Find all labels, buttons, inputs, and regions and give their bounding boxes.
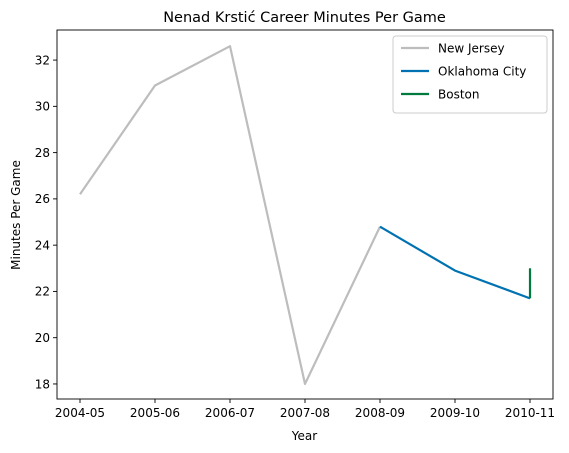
x-tick-label: 2004-05 <box>55 406 105 420</box>
x-tick-label: 2006-07 <box>205 406 255 420</box>
legend-label-0: New Jersey <box>438 41 505 55</box>
chart-title: Nenad Krstić Career Minutes Per Game <box>163 10 446 26</box>
legend: New Jersey Oklahoma City Boston <box>393 36 547 113</box>
x-tick-label: 2008-09 <box>355 406 405 420</box>
series-line-1 <box>380 227 530 299</box>
y-axis-label: Minutes Per Game <box>9 160 23 270</box>
x-axis-label: Year <box>291 429 317 443</box>
y-tick-label: 18 <box>35 377 50 391</box>
y-tick-label: 20 <box>35 331 50 345</box>
x-tick-label: 2007-08 <box>280 406 330 420</box>
x-tick-label: 2010-11 <box>505 406 555 420</box>
x-tick-label: 2005-06 <box>130 406 180 420</box>
y-tick-label: 30 <box>35 100 50 114</box>
series-line-0 <box>80 46 380 384</box>
legend-label-2: Boston <box>438 87 479 101</box>
y-tick-label: 24 <box>35 238 50 252</box>
x-tick-label: 2009-10 <box>430 406 480 420</box>
y-tick-label: 28 <box>35 146 50 160</box>
y-tick-label: 32 <box>35 53 50 67</box>
y-tick-label: 26 <box>35 192 50 206</box>
y-tick-label: 22 <box>35 285 50 299</box>
legend-label-1: Oklahoma City <box>438 64 526 78</box>
